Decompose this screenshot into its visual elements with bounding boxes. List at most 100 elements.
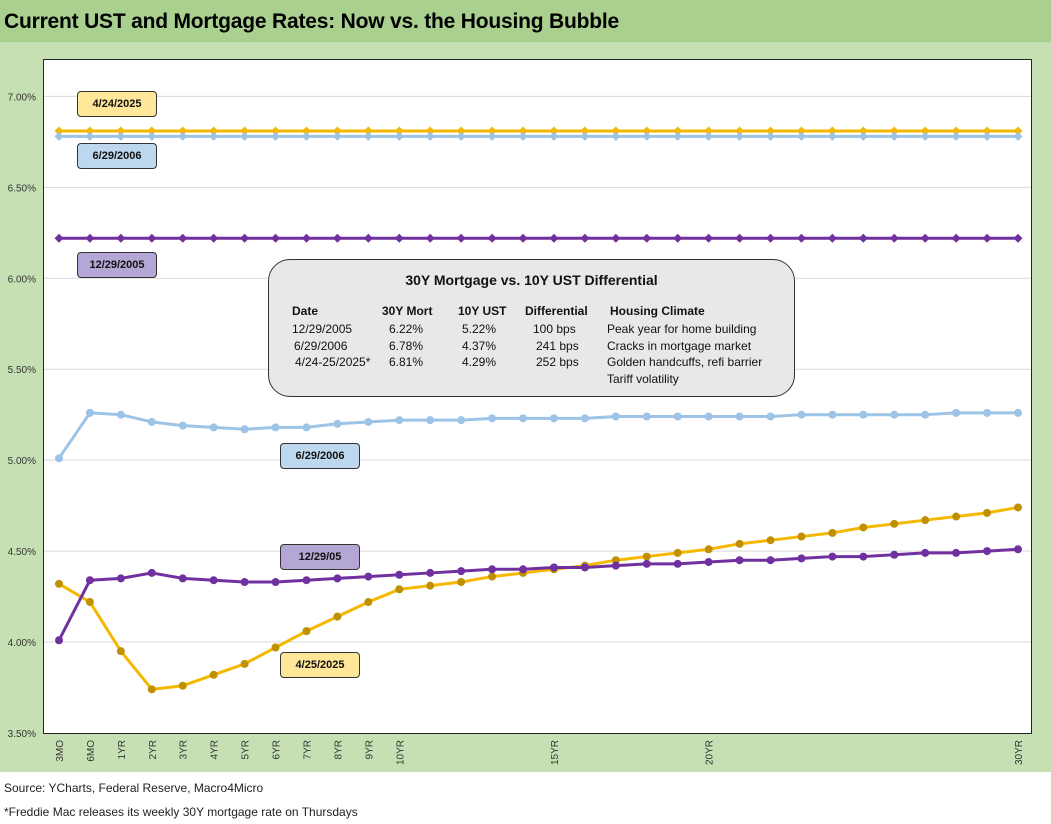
data-point	[766, 126, 776, 136]
data-point	[549, 414, 558, 423]
row1-ust: 5.22%	[462, 322, 497, 336]
data-point	[580, 563, 589, 572]
title-bar: Current UST and Mortgage Rates: Now vs. …	[0, 0, 1051, 42]
data-point	[209, 423, 218, 432]
data-point	[828, 410, 837, 419]
data-point	[797, 410, 806, 419]
row3-diff: 252 bps	[536, 355, 579, 369]
data-point	[642, 126, 652, 136]
row3-mort: 6.81%	[389, 355, 424, 369]
data-point	[921, 410, 930, 419]
x-tick-label: 2YR	[148, 740, 159, 759]
row1-date: 12/29/2005	[292, 322, 353, 336]
freddie-mac-footnote: *Freddie Mac releases its weekly 30Y mor…	[4, 805, 358, 819]
row3-date: 4/24-25/2025*	[295, 355, 371, 369]
data-point	[827, 131, 837, 141]
data-point	[858, 233, 868, 243]
data-point	[580, 126, 590, 136]
data-point	[116, 574, 125, 583]
col-header-10y-ust: 10Y UST	[458, 304, 507, 318]
data-point	[85, 233, 95, 243]
data-point	[333, 419, 342, 428]
data-point	[704, 131, 714, 141]
data-point	[147, 126, 157, 136]
y-tick-label: 4.00%	[8, 638, 36, 649]
label-ust-2006: 6/29/2006	[280, 443, 360, 469]
col-header-30y-mort: 30Y Mort	[382, 304, 433, 318]
row3-ust: 4.29%	[462, 355, 497, 369]
data-point	[363, 233, 373, 243]
data-point	[395, 585, 404, 594]
data-point	[116, 410, 125, 419]
data-point	[673, 559, 682, 568]
data-point	[859, 523, 868, 532]
x-tick-label: 1YR	[117, 740, 128, 759]
data-point	[951, 131, 961, 141]
data-point	[549, 126, 559, 136]
label-ust-2025: 4/25/2025	[280, 652, 360, 678]
data-point	[580, 414, 589, 423]
data-point	[983, 508, 992, 517]
data-point	[364, 572, 373, 581]
data-point	[735, 412, 744, 421]
data-point	[611, 126, 621, 136]
data-point	[704, 126, 714, 136]
data-point	[54, 233, 64, 243]
data-point	[518, 131, 528, 141]
x-tick-label: 7YR	[302, 740, 313, 759]
data-point	[951, 233, 961, 243]
label-ust-2005: 12/29/05	[280, 544, 360, 570]
data-point	[271, 233, 281, 243]
data-point	[271, 578, 280, 587]
data-point	[457, 416, 466, 425]
data-point	[209, 126, 219, 136]
data-point	[487, 131, 497, 141]
data-point	[426, 581, 435, 590]
data-point	[549, 131, 559, 141]
col-header-date: Date	[292, 304, 319, 318]
data-point	[951, 126, 961, 136]
data-point	[116, 233, 126, 243]
data-point	[890, 410, 899, 419]
data-point	[952, 408, 961, 417]
data-point	[518, 126, 528, 136]
col-header-housing-climate: Housing Climate	[610, 304, 705, 318]
data-point	[55, 636, 63, 645]
data-point	[302, 423, 311, 432]
series-line	[57, 411, 1018, 460]
data-point	[673, 233, 683, 243]
data-point	[147, 685, 156, 694]
x-tick-label: 6MO	[86, 740, 97, 762]
label-mortgage-2006: 6/29/2006	[77, 143, 157, 169]
data-point	[921, 548, 930, 557]
data-point	[1013, 131, 1023, 141]
data-point	[952, 512, 961, 521]
data-point	[116, 126, 126, 136]
data-point	[580, 233, 590, 243]
data-point	[704, 233, 714, 243]
y-tick-label: 7.00%	[8, 92, 36, 103]
data-point	[889, 131, 899, 141]
data-point	[178, 233, 188, 243]
data-point	[519, 565, 528, 574]
data-point	[920, 131, 930, 141]
data-point	[642, 131, 652, 141]
data-point	[271, 126, 281, 136]
data-point	[642, 412, 651, 421]
data-point	[889, 126, 899, 136]
data-point	[363, 126, 373, 136]
data-point	[301, 233, 311, 243]
data-point	[983, 408, 992, 417]
x-tick-label: 4YR	[210, 740, 221, 759]
data-point	[920, 126, 930, 136]
y-tick-label: 3.50%	[8, 729, 36, 740]
chart-title: Current UST and Mortgage Rates: Now vs. …	[4, 10, 619, 33]
data-point	[488, 572, 497, 581]
data-point	[456, 233, 466, 243]
data-point	[1013, 233, 1023, 243]
data-point	[487, 126, 497, 136]
data-point	[271, 643, 280, 652]
data-point	[116, 131, 126, 141]
x-tick-label: 9YR	[364, 740, 375, 759]
data-point	[797, 554, 806, 563]
